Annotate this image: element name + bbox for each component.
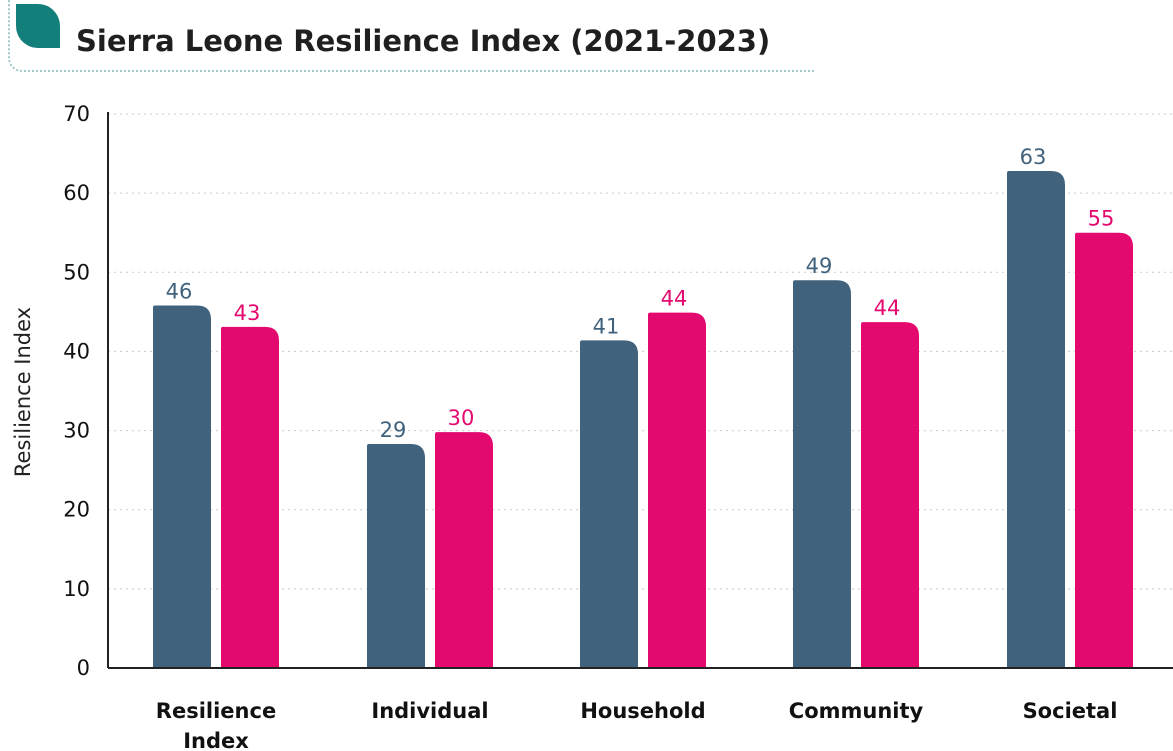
title-dotted-frame (8, 0, 814, 72)
bar (153, 305, 211, 668)
bar (435, 432, 493, 668)
x-tick-label: Index (183, 729, 249, 751)
data-label: 63 (1020, 145, 1047, 169)
data-label: 44 (661, 287, 688, 311)
x-tick-label: Resilience (156, 699, 276, 723)
bar (793, 280, 851, 668)
bar (1007, 170, 1065, 669)
y-tick-label: 40 (63, 339, 90, 363)
x-tick-label: Individual (371, 699, 488, 723)
y-tick-label: 30 (63, 419, 90, 443)
data-label: 44 (874, 296, 901, 320)
x-tick-label: Household (580, 699, 705, 723)
y-axis: 0 10 20 30 40 50 60 70 (63, 102, 109, 680)
y-tick-label: 10 (63, 577, 90, 601)
data-label: 46 (166, 280, 193, 304)
data-labels: 46 43 29 30 41 44 49 44 63 55 (166, 145, 1115, 442)
bars (153, 170, 1133, 669)
data-label: 29 (380, 418, 407, 442)
data-label: 43 (234, 301, 261, 325)
y-tick-label: 20 (63, 498, 90, 522)
y-axis-label: Resilience Index (11, 307, 35, 477)
data-label: 30 (448, 406, 475, 430)
data-label: 41 (593, 314, 620, 338)
data-label: 49 (806, 254, 833, 278)
bar (367, 444, 425, 668)
x-tick-label: Community (789, 699, 924, 723)
data-label: 55 (1088, 207, 1115, 231)
bar (648, 312, 706, 668)
bar (221, 326, 279, 668)
y-tick-label: 60 (63, 181, 90, 205)
x-tick-label: Societal (1023, 699, 1118, 723)
y-tick-label: 70 (63, 102, 90, 126)
title-bar: Sierra Leone Resilience Index (2021-2023… (0, 0, 814, 72)
chart-title: Sierra Leone Resilience Index (2021-2023… (76, 24, 771, 58)
bar (580, 340, 638, 668)
bar (1075, 232, 1133, 668)
y-tick-label: 0 (77, 656, 90, 680)
leaf-icon (16, 4, 60, 48)
x-axis: Resilience Index Individual Household Commun… (108, 667, 1173, 751)
bar (861, 322, 919, 668)
y-tick-label: 50 (63, 260, 90, 284)
